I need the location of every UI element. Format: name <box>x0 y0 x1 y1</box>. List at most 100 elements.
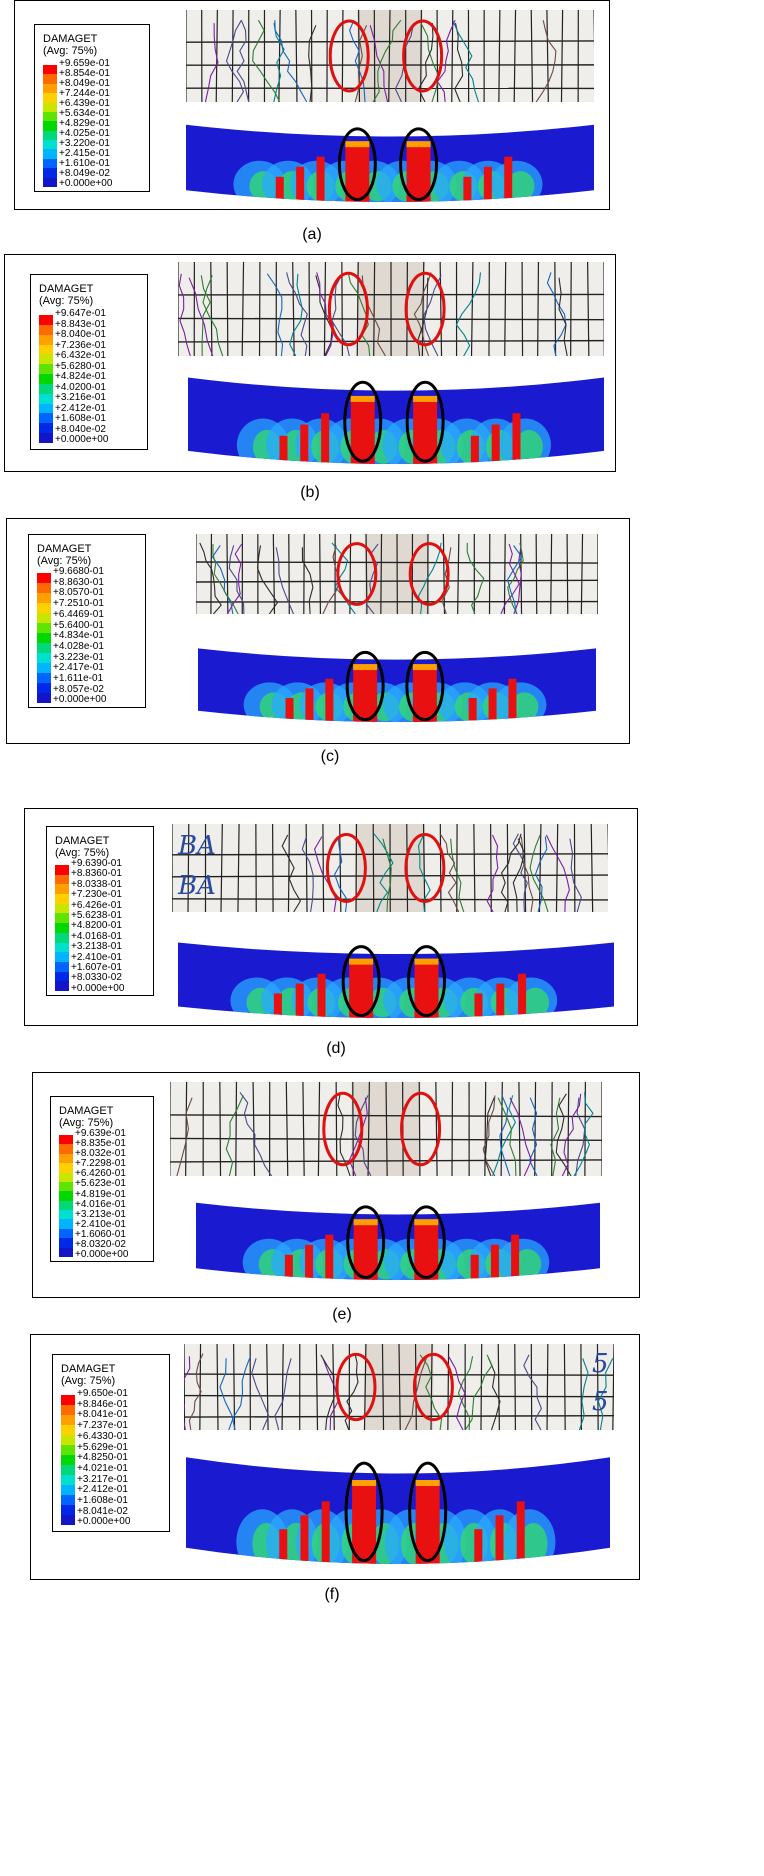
damage-zone <box>521 987 550 1018</box>
legend-color-band <box>37 623 51 633</box>
legend-value-label: +8.040e-01 <box>55 329 106 340</box>
crack-line <box>455 272 482 356</box>
damage-contour-svg <box>186 124 594 202</box>
legend-value-label: +8.0338-01 <box>71 878 122 890</box>
crack-line <box>176 1097 193 1176</box>
legend-color-band <box>59 1247 73 1257</box>
legend-value-label: +4.016e-01 <box>75 1198 126 1210</box>
grid-line <box>185 1082 188 1176</box>
grid-line <box>210 534 213 614</box>
damage-column <box>508 678 517 722</box>
damage-column <box>316 156 325 202</box>
legend-value-label: +0.000e+00 <box>53 694 107 706</box>
black-ellipse-marker <box>343 380 383 463</box>
black-ellipse-marker <box>344 1461 384 1563</box>
grid-line <box>442 534 446 614</box>
damage-column <box>295 983 304 1018</box>
crack-line <box>464 1354 493 1430</box>
legend-value-label: +5.6238-01 <box>71 910 122 922</box>
legend-color-scale <box>37 573 51 703</box>
grid-line <box>554 262 557 356</box>
legend-color-band <box>55 961 69 972</box>
crack-line <box>482 1095 496 1176</box>
crack-line <box>274 1358 292 1430</box>
black-ellipse-marker <box>407 945 447 1018</box>
legend-color-band <box>37 583 51 593</box>
crack-line <box>457 1356 474 1430</box>
grid-line <box>241 262 245 356</box>
crack-line <box>316 272 334 356</box>
beam-simulation <box>186 118 594 202</box>
legend-color-band <box>55 952 69 962</box>
damage-column <box>491 424 500 464</box>
damage-column <box>279 1529 288 1564</box>
legend-color-band <box>55 884 69 895</box>
legend-color-band <box>43 130 57 140</box>
panel-caption: (f) <box>324 1586 340 1603</box>
damage-column <box>273 993 282 1018</box>
red-ellipse-marker <box>400 1091 442 1167</box>
legend-color-band <box>55 903 69 914</box>
legend-subtitle-text: (Avg: 75%) <box>61 1375 116 1387</box>
grid-line <box>266 1344 269 1430</box>
damage-column <box>490 1244 499 1280</box>
legend-color-band <box>55 981 69 991</box>
legend-color-scale <box>43 65 57 187</box>
damage-legend: DAMAGET (Avg: 75%) +9.650e-01 +8.846e-01 +… <box>52 1354 170 1532</box>
legend-title: DAMAGET (Avg: 75%) <box>39 283 93 307</box>
crack-line <box>499 1095 511 1176</box>
crack-line <box>546 272 567 356</box>
damage-band <box>352 1480 377 1487</box>
grid-line <box>178 317 604 321</box>
legend-value-label: +9.659e-01 <box>59 58 110 69</box>
beam-simulation <box>188 370 604 464</box>
damage-legend: DAMAGET (Avg: 75%) +9.639e-01 +8.835e-01 +… <box>50 1096 154 1262</box>
legend-value-label: +7.2510-01 <box>53 598 104 610</box>
grid-line <box>422 824 426 912</box>
legend-value-label: +0.000e+00 <box>59 178 113 189</box>
legend-value-label: +2.412e-01 <box>55 402 106 414</box>
grid-line <box>335 1082 338 1176</box>
legend-color-band <box>39 315 53 325</box>
grid-line <box>530 10 534 102</box>
damage-column <box>488 688 497 722</box>
beam-simulation <box>198 642 596 722</box>
legend-color-band <box>55 913 69 924</box>
legend-value-label: +4.025e-01 <box>59 128 110 139</box>
red-ellipse-marker <box>328 19 370 93</box>
handwritten-mark: BA <box>177 871 216 901</box>
legend-value-label: +7.236e-01 <box>55 339 106 351</box>
beam-photo <box>170 1082 602 1176</box>
crack-line <box>500 833 522 912</box>
grid-line <box>555 824 559 912</box>
red-ellipse-marker <box>335 1352 377 1422</box>
damage-zone <box>506 171 535 202</box>
legend-color-band <box>43 177 57 187</box>
legend-value-label: +8.040e-02 <box>55 423 106 435</box>
grid-line <box>237 824 240 912</box>
grid-line <box>170 1137 602 1141</box>
legend-value-label: +4.0168-01 <box>71 930 122 942</box>
beam-photo-svg <box>186 10 594 102</box>
grid-line <box>272 534 276 614</box>
crack-line <box>202 275 224 356</box>
damage-band <box>413 395 438 402</box>
damage-contour-svg <box>188 377 604 464</box>
grid-line <box>380 534 383 614</box>
crack-line <box>212 543 239 614</box>
grid-line <box>281 1344 284 1430</box>
beam-photo-svg <box>170 1082 602 1176</box>
legend-color-band <box>37 613 51 623</box>
legend-value-label: +2.417e-01 <box>53 662 104 674</box>
damage-column <box>496 983 505 1018</box>
damage-column <box>504 156 513 202</box>
crack-line <box>239 1092 273 1176</box>
beam-photo-svg: 55 <box>184 1344 614 1430</box>
legend-color-band <box>61 1475 75 1485</box>
damage-contour-svg <box>198 648 596 722</box>
crack-line <box>500 543 520 614</box>
legend-value-label: +8.049e-02 <box>59 168 110 179</box>
legend-value-label: +4.8250-01 <box>77 1452 128 1464</box>
crack-line <box>275 547 295 614</box>
crack-line <box>450 838 465 912</box>
